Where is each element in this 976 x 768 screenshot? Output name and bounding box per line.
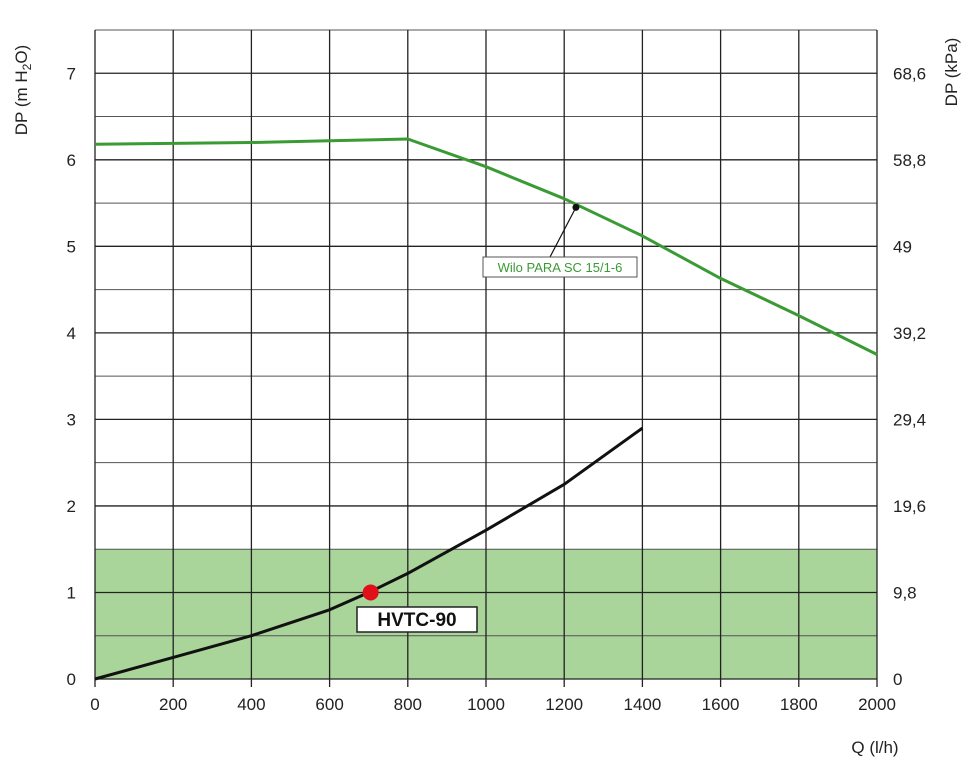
x-tick-label: 1600 xyxy=(702,695,740,714)
x-tick-label: 1000 xyxy=(467,695,505,714)
x-tick-label: 1200 xyxy=(545,695,583,714)
operating-point-callout: HVTC-90 xyxy=(356,584,478,633)
series-line-wilo xyxy=(94,137,878,356)
x-tick-label: 1400 xyxy=(623,695,661,714)
y-axis-left-title: DP (m H2O) xyxy=(12,45,34,135)
series-callout-wilo: Wilo PARA SC 15/1-6 xyxy=(482,203,638,278)
y-right-tick-label: 9,8 xyxy=(893,583,917,602)
callout-leader-line xyxy=(549,207,577,258)
y-right-tick-label: 39,2 xyxy=(893,324,926,343)
callout-label-wilo: Wilo PARA SC 15/1-6 xyxy=(498,260,623,275)
x-tick-label: 0 xyxy=(90,695,99,714)
y-left-tick-label: 7 xyxy=(67,64,76,83)
y-left-tick-label: 2 xyxy=(67,497,76,516)
y-left-tick-label: 5 xyxy=(67,237,76,256)
y-left-tick-label: 0 xyxy=(67,670,76,689)
x-tick-label: 800 xyxy=(394,695,422,714)
y-right-tick-label: 19,6 xyxy=(893,497,926,516)
grid-major xyxy=(94,30,878,687)
y-left-tick-label: 1 xyxy=(67,583,76,602)
operating-point-marker xyxy=(362,584,379,601)
tick-labels: 0 200 400 600 800 1000 1200 1400 1600 1800 2000 0 1 2… xyxy=(67,64,927,714)
operating-point-label-box xyxy=(356,606,478,633)
y-right-tick-label: 29,4 xyxy=(893,410,926,429)
x-tick-label: 400 xyxy=(237,695,265,714)
y-right-tick-label: 49 xyxy=(893,237,912,256)
y-axis-right-title: DP (kPa) xyxy=(942,38,961,107)
callout-box xyxy=(482,256,638,278)
x-tick-label: 2000 xyxy=(858,695,896,714)
y-left-tick-label: 6 xyxy=(67,151,76,170)
y-right-tick-label: 0 xyxy=(893,670,902,689)
x-axis-title: Q (l/h) xyxy=(851,738,898,757)
x-tick-label: 1800 xyxy=(780,695,818,714)
y-right-tick-label: 68,6 xyxy=(893,64,926,83)
operating-point-label: HVTC-90 xyxy=(377,610,456,631)
y-left-tick-label: 3 xyxy=(67,410,76,429)
y-right-tick-label: 58,8 xyxy=(893,151,926,170)
y-left-tick-label: 4 xyxy=(67,324,76,343)
callout-anchor-dot xyxy=(572,203,580,211)
x-tick-label: 200 xyxy=(159,695,187,714)
x-tick-label: 600 xyxy=(315,695,343,714)
